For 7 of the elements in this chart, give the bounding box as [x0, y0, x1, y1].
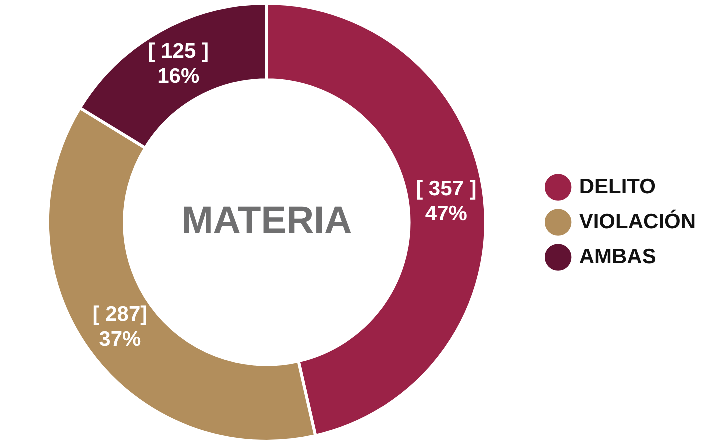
- text: MATERIA: [182, 200, 352, 242]
- legend-label: DELITO: [579, 175, 656, 198]
- legend-label: VIOLACIÓN: [579, 209, 696, 234]
- data-label: [ 125 ] 16%: [148, 40, 209, 88]
- data-label: [ 357 ] 47%: [416, 178, 477, 226]
- legend-label: AMBAS: [579, 245, 656, 268]
- data-label: [ 287] 37%: [92, 303, 148, 352]
